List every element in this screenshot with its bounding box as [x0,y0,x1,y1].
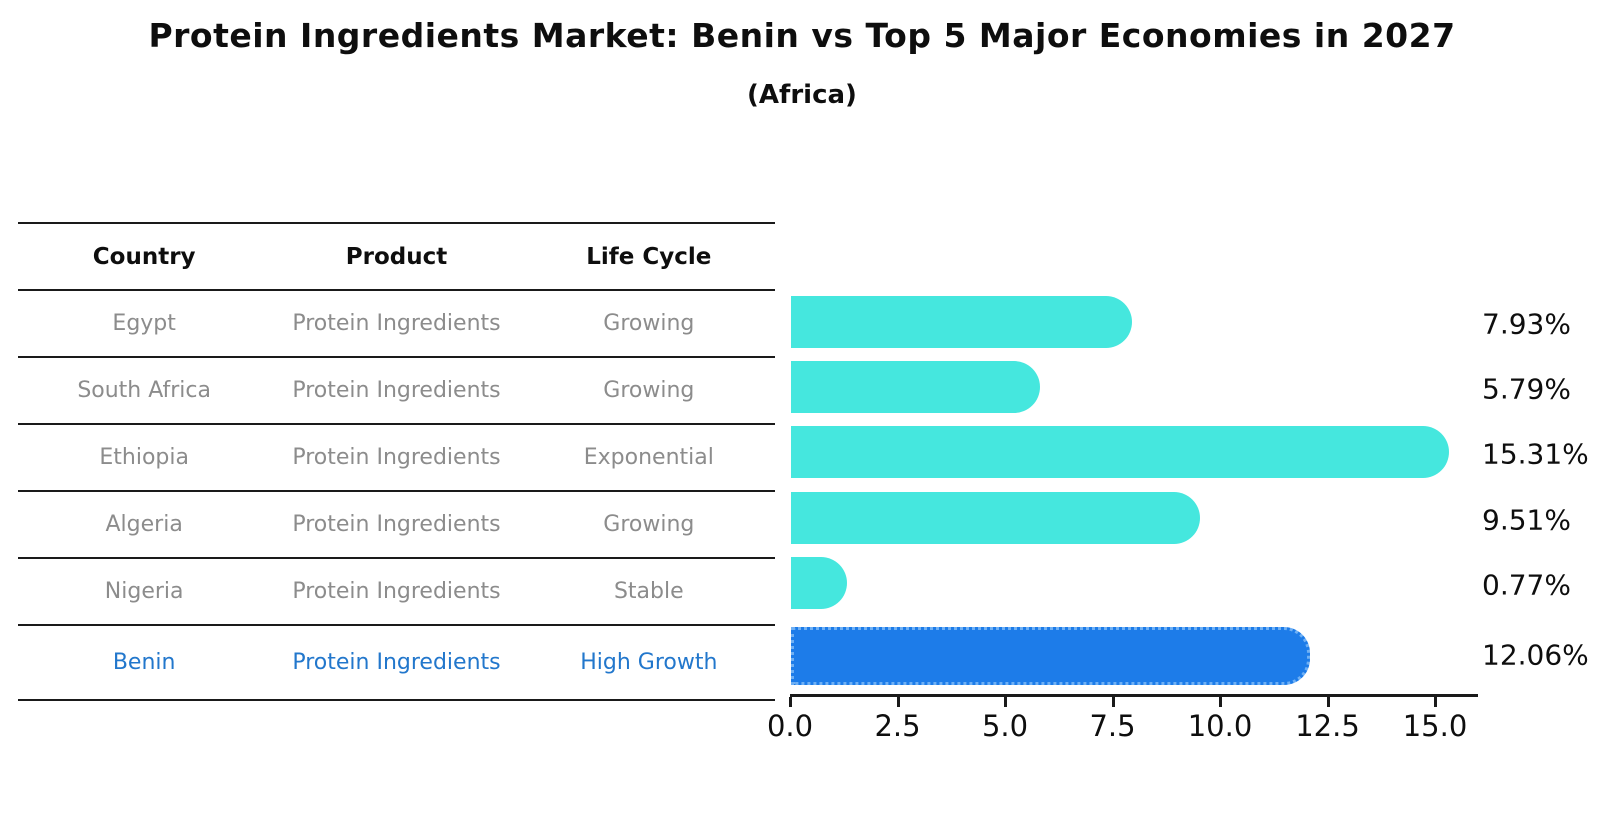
bar-value-label: 12.06% [1482,638,1589,671]
bar-algeria [791,491,1200,544]
product-cell: Protein Ingredients [292,512,501,537]
x-axis-tick-label: 2.5 [874,709,921,743]
country-cell: Algeria [105,512,183,537]
column-header-life-cycle: Life Cycle [586,243,712,270]
x-axis-tick [896,697,900,707]
x-axis-tick [1219,697,1222,707]
country-cell: Ethiopia [99,445,189,470]
x-axis-line [790,694,1478,697]
bar-value-label: 9.51% [1482,503,1571,536]
life-cycle-cell: Growing [603,378,695,403]
product-cell: Protein Ingredients [292,445,501,470]
bar-value-label: 15.31% [1482,437,1589,471]
bar-egypt [791,295,1132,348]
table-header-row: Country Product Life Cycle [18,224,775,291]
x-axis-tick-label: 5.0 [981,709,1029,743]
x-axis-tick [1111,697,1115,707]
comparison-table: Country Product Life Cycle Egypt Protein … [18,222,775,701]
bar-nigeria [791,556,847,609]
bar-value-label: 0.77% [1482,568,1571,601]
x-axis-tick [1434,697,1437,707]
x-axis-tick [1326,697,1330,707]
product-cell: Protein Ingredients [292,579,501,604]
country-cell: Nigeria [104,579,184,604]
life-cycle-cell: Exponential [583,445,714,470]
country-cell: Egypt [112,311,176,336]
product-cell: Protein Ingredients [292,650,501,675]
life-cycle-cell: Stable [613,579,684,604]
table-row-algeria: Algeria Protein Ingredients Growing [18,492,775,559]
bar-value-label: 5.79% [1482,372,1571,405]
column-header-country: Country [92,243,196,270]
table-row-egypt: Egypt Protein Ingredients Growing [18,291,775,358]
x-axis-tick-label: 10.0 [1187,709,1253,743]
life-cycle-cell: High Growth [580,650,718,675]
bar-benin [791,626,1310,685]
life-cycle-cell: Growing [603,512,695,537]
table-row-nigeria: Nigeria Protein Ingredients Stable [18,559,775,626]
life-cycle-cell: Growing [603,311,695,336]
table-row-ethiopia: Ethiopia Protein Ingredients Exponential [18,425,775,492]
bar-value-label: 7.93% [1482,307,1571,340]
page-subtitle: (Africa) [747,80,857,110]
x-axis-tick-label: 12.5 [1295,709,1360,743]
x-axis-tick-label: 0.0 [766,709,814,743]
product-cell: Protein Ingredients [292,311,501,336]
column-header-product: Product [345,243,448,270]
country-cell: South Africa [77,378,211,403]
table-row-south-africa: South Africa Protein Ingredients Growing [18,358,775,425]
x-axis-tick [789,697,792,707]
page-title: Protein Ingredients Market: Benin vs Top… [148,16,1456,55]
table-row-benin: Benin Protein Ingredients High Growth [18,626,775,701]
country-cell: Benin [112,650,176,675]
x-axis-tick-label: 7.5 [1089,709,1136,743]
bar-south-africa [791,360,1040,413]
x-axis-tick [1004,697,1007,707]
x-axis-tick-label: 15.0 [1402,709,1468,743]
bar-ethiopia [791,426,1450,478]
product-cell: Protein Ingredients [292,378,501,403]
